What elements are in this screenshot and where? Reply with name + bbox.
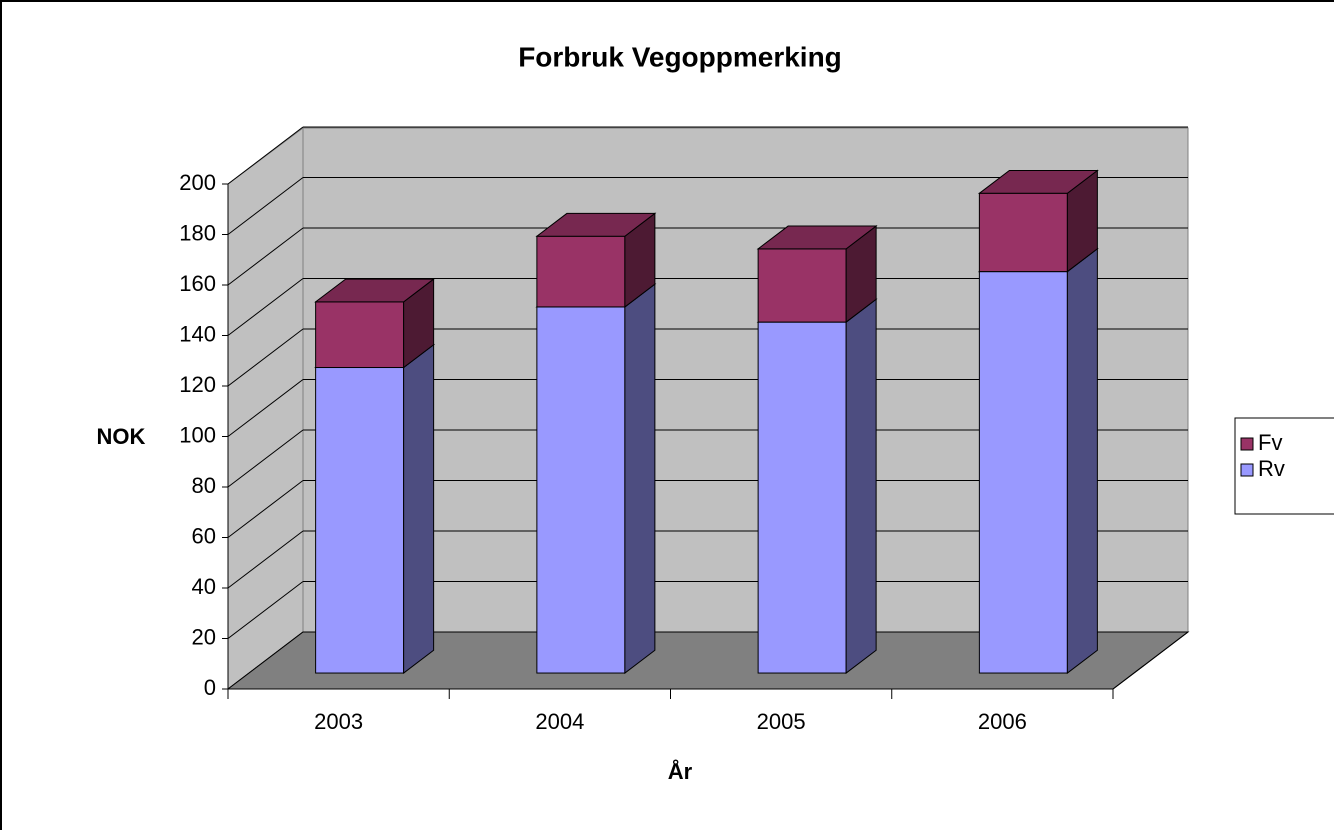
grid-line (227, 379, 304, 437)
bar-side (1066, 247, 1098, 675)
legend-label: Fv (1258, 430, 1282, 455)
y-tick-label: 40 (192, 574, 216, 599)
x-tick-label: 2004 (535, 709, 584, 734)
legend-swatch (1240, 463, 1254, 477)
bar-segment (315, 367, 405, 674)
x-tick-label: 2003 (314, 709, 363, 734)
grid-line (227, 177, 304, 235)
bar-segment (536, 235, 626, 308)
x-tick-label: 2005 (757, 709, 806, 734)
y-axis-title: NOK (97, 424, 146, 449)
y-tick-label: 180 (179, 220, 216, 245)
bar-segment (978, 192, 1068, 273)
bar-side (845, 298, 877, 675)
y-tick-label: 60 (192, 523, 216, 548)
x-tick-label: 2006 (978, 709, 1027, 734)
bar-segment (315, 301, 405, 369)
grid-line (227, 278, 304, 336)
legend-label: Rv (1258, 456, 1285, 481)
bar-top (756, 225, 878, 250)
legend-swatch (1240, 437, 1254, 451)
bar-top (314, 278, 436, 303)
bar-segment (536, 306, 626, 674)
grid-line (227, 429, 304, 488)
bar-segment (757, 248, 847, 323)
bar-side (624, 283, 656, 675)
bar-segment (757, 321, 847, 674)
y-tick-label: 140 (179, 321, 216, 346)
x-axis-title: År (668, 758, 693, 784)
grid-line (227, 530, 304, 589)
y-tick-label: 80 (192, 473, 216, 498)
y-tick-label: 200 (179, 170, 216, 195)
grid-line (227, 126, 304, 185)
grid-line (227, 328, 304, 387)
y-tick-label: 120 (179, 372, 216, 397)
bar-top (977, 169, 1099, 194)
y-tick-label: 20 (192, 624, 216, 649)
bar-segment (978, 271, 1068, 674)
y-tick-label: 160 (179, 271, 216, 296)
grid-line (227, 480, 304, 538)
grid-line (227, 227, 304, 286)
bar-side (403, 343, 435, 675)
bar-top (535, 212, 657, 237)
floor-edge (1112, 631, 1189, 690)
y-tick-label: 100 (179, 422, 216, 447)
chart-title: Forbruk Vegoppmerking (518, 41, 842, 72)
grid-line (227, 581, 304, 639)
y-tick-label: 0 (204, 675, 216, 700)
